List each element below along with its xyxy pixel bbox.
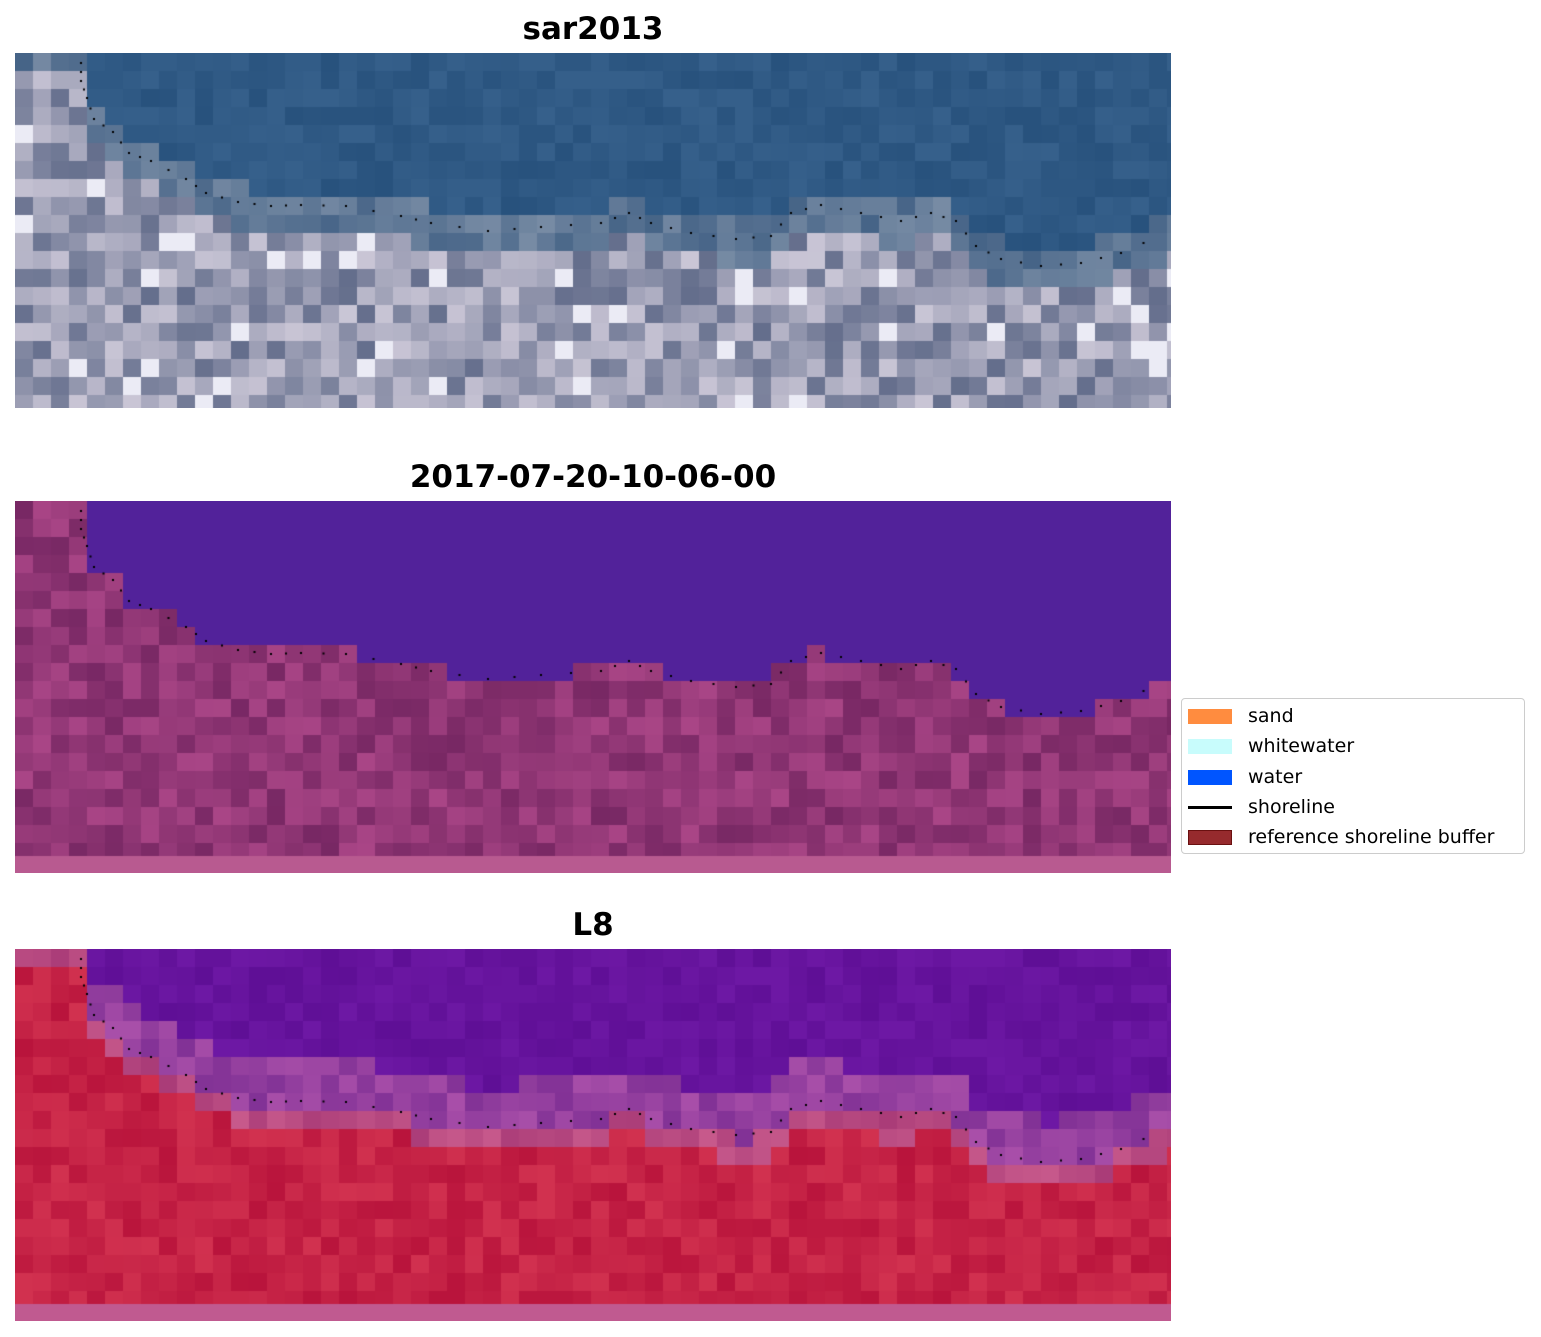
legend: sand whitewater water shoreline referenc… [1181,698,1525,854]
legend-label: sand [1248,705,1294,727]
image-panel-sar2013 [15,53,1171,408]
legend-label: reference shoreline buffer [1248,826,1495,848]
legend-item-sand: sand [1188,705,1294,727]
shoreline-line-icon [1188,805,1232,809]
panel-title-sar2013: sar2013 [522,11,664,47]
legend-item-whitewater: whitewater [1188,735,1354,757]
image-panel-l8 [15,949,1171,1321]
legend-label: water [1248,766,1303,788]
legend-label: whitewater [1248,735,1355,757]
sand-swatch [1188,708,1232,724]
legend-label: shoreline [1248,796,1335,818]
image-panel-classified [15,501,1171,873]
legend-item-buffer: reference shoreline buffer [1188,826,1494,848]
whitewater-swatch [1188,738,1232,754]
legend-item-shoreline: shoreline [1188,796,1335,818]
buffer-swatch [1188,829,1232,845]
panel-title-l8: L8 [572,907,614,943]
legend-item-water: water [1188,766,1302,788]
water-swatch [1188,769,1232,785]
panel-title-date: 2017-07-20-10-06-00 [409,459,777,495]
